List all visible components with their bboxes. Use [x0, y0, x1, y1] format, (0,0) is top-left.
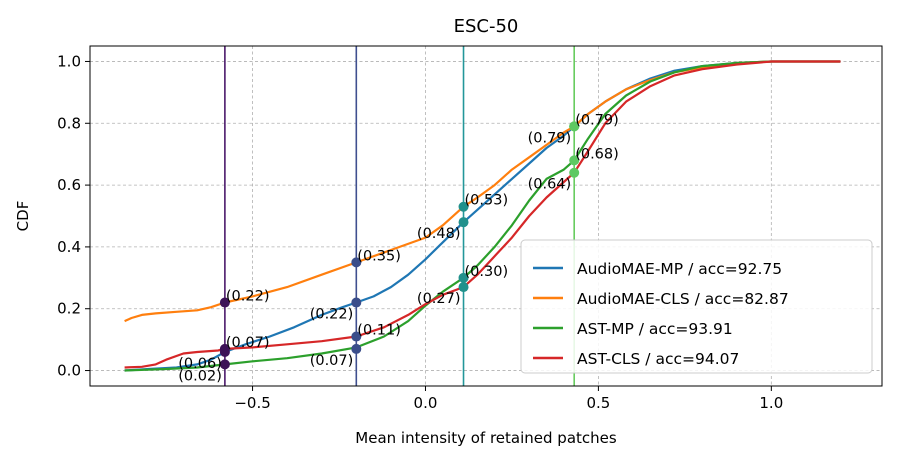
y-tick-label: 0.4 — [57, 238, 81, 256]
chart-title: ESC-50 — [454, 16, 519, 37]
marker-annotation: (0.53) — [465, 193, 509, 209]
legend-entry: AudioMAE-MP / acc=92.75 — [577, 260, 782, 278]
marker-annotation: (0.06) — [178, 356, 222, 372]
data-marker — [569, 167, 580, 178]
data-marker — [458, 282, 469, 293]
y-tick-label: 0.2 — [57, 300, 81, 318]
legend-box — [520, 239, 873, 374]
x-tick-label: 0.0 — [414, 394, 438, 412]
data-marker — [219, 347, 230, 357]
marker-annotation: (0.35) — [357, 248, 401, 264]
x-axis-label: Mean intensity of retained patches — [355, 429, 617, 447]
marker-annotation: (0.48) — [417, 226, 461, 242]
marker-annotation: (0.07) — [310, 353, 354, 369]
marker-annotation: (0.79) — [575, 112, 619, 128]
y-tick-label: 1.0 — [57, 52, 81, 70]
marker-annotation: (0.22) — [226, 289, 270, 305]
data-marker — [458, 217, 469, 228]
y-tick-label: 0.8 — [57, 114, 81, 132]
data-marker — [569, 121, 580, 132]
legend-entry: AudioMAE-CLS / acc=82.87 — [577, 290, 789, 308]
marker-annotation: (0.27) — [417, 291, 461, 307]
annotations: (0.22)(0.07)(0.06)(0.02)(0.35)(0.22)(0.1… — [178, 112, 619, 384]
data-marker — [458, 201, 469, 212]
legend-entry: AST-MP / acc=93.91 — [577, 320, 733, 338]
marker-annotation: (0.79) — [528, 130, 572, 146]
legend-entry: AST-CLS / acc=94.07 — [577, 350, 739, 368]
markers — [219, 121, 580, 370]
data-marker — [458, 272, 469, 283]
data-marker — [351, 257, 362, 268]
marker-annotation: (0.07) — [226, 335, 270, 351]
marker-annotation: (0.22) — [310, 307, 354, 323]
data-marker — [351, 343, 362, 354]
legend: AudioMAE-MP / acc=92.75 AudioMAE-CLS / ac… — [520, 239, 873, 374]
marker-annotation: (0.30) — [465, 264, 509, 280]
x-tick-label: −0.5 — [234, 394, 270, 412]
data-marker — [219, 297, 230, 308]
x-tick-label: 0.5 — [586, 394, 610, 412]
marker-annotation: (0.68) — [575, 146, 619, 162]
ticks: −0.5 0.0 0.5 1.0 0.0 0.2 0.4 0.6 0.8 1.0 — [57, 52, 783, 412]
y-tick-label: 0.6 — [57, 176, 81, 194]
y-tick-label: 0.0 — [57, 362, 81, 380]
marker-annotation: (0.11) — [357, 323, 401, 339]
plot-frame — [89, 45, 883, 387]
data-marker — [569, 155, 580, 166]
y-axis-label: CDF — [14, 201, 32, 232]
data-marker — [351, 331, 362, 342]
series-line — [124, 60, 841, 369]
x-tick-label: 1.0 — [759, 394, 783, 412]
marker-annotation: (0.64) — [528, 177, 572, 193]
data-marker — [351, 297, 362, 308]
data-marker — [219, 359, 230, 370]
series-line — [124, 60, 841, 372]
marker-annotation: (0.02) — [178, 368, 222, 384]
